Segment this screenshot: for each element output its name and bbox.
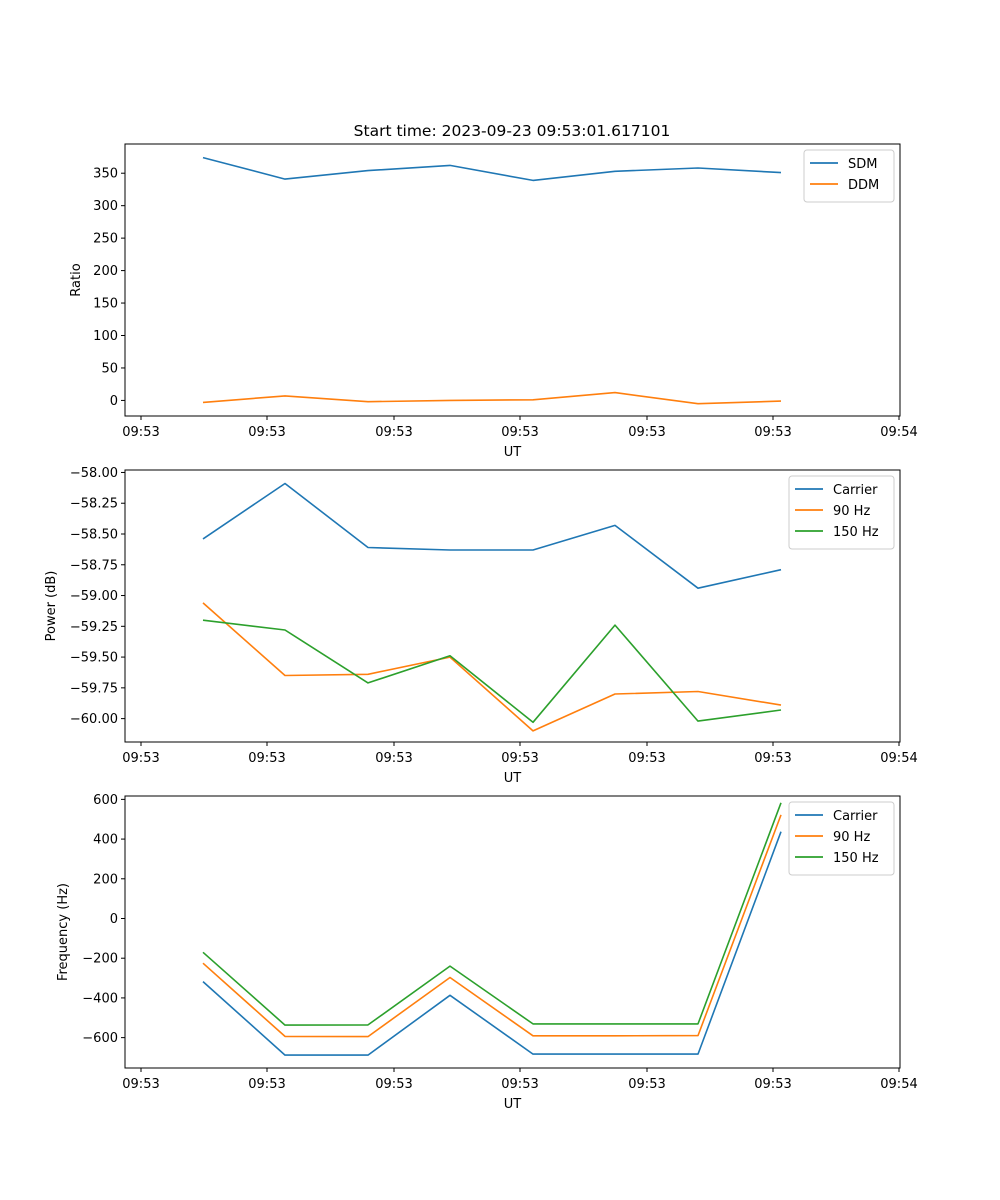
y-tick-label: 400 [93, 833, 118, 848]
y-tick-label: −58.00 [70, 466, 118, 481]
y-tick-label: 350 [93, 167, 118, 182]
x-tick-label: 09:53 [122, 425, 159, 440]
plot-frame [124, 469, 901, 743]
figure-title: Start time: 2023-09-23 09:53:01.617101 [354, 122, 671, 140]
y-tick-label: 50 [101, 361, 118, 376]
x-tick-label: 09:53 [122, 1077, 159, 1092]
y-tick-label: −400 [82, 991, 118, 1006]
x-axis-label: UT [504, 771, 522, 786]
chart-panels: 09:53 09:53 09:53 09:53 09:53 09:53 09:54 0 50 10… [44, 143, 918, 1112]
y-tick-label: 150 [93, 297, 118, 312]
x-tick-label: 09:53 [501, 1077, 538, 1092]
legend-entry: Carrier [833, 483, 878, 498]
series-line-90-hz [202, 602, 782, 732]
y-tick-label: −59.75 [70, 681, 118, 696]
legend-entry: 150 Hz [833, 525, 879, 540]
y-tick-label: −58.50 [70, 528, 118, 543]
x-tick-label: 09:53 [628, 751, 665, 766]
y-axis-label: Power (dB) [44, 571, 59, 642]
y-tick-label: 0 [110, 912, 118, 927]
y-tick-label: 600 [93, 793, 118, 808]
y-axis-label: Frequency (Hz) [56, 883, 71, 981]
y-tick-label: 200 [93, 264, 118, 279]
x-tick-label: 09:53 [375, 751, 412, 766]
series-line-150-hz [202, 619, 782, 724]
y-tick-label: −59.25 [70, 620, 118, 635]
x-axis-label: UT [504, 1097, 522, 1112]
legend-entry: 150 Hz [833, 851, 879, 866]
x-axis-label: UT [504, 445, 522, 460]
series-line-carrier [202, 831, 782, 1056]
legend: SDM DDM [803, 149, 895, 203]
x-tick-label: 09:53 [628, 1077, 665, 1092]
y-tick-label: 300 [93, 199, 118, 214]
legend-entry: 90 Hz [833, 504, 870, 519]
x-tick-label: 09:53 [248, 1077, 285, 1092]
y-tick-label: 250 [93, 232, 118, 247]
x-tick-label: 09:53 [754, 751, 791, 766]
legend: Carrier 90 Hz 150 Hz [788, 475, 895, 550]
chart-panel-3: 09:53 09:53 09:53 09:53 09:53 09:53 09:54 −600 −… [56, 793, 918, 1112]
x-tick-label: 09:53 [501, 425, 538, 440]
x-tick-label: 09:53 [122, 751, 159, 766]
x-tick-label: 09:53 [501, 751, 538, 766]
y-tick-label: 100 [93, 329, 118, 344]
x-tick-label: 09:54 [880, 1077, 917, 1092]
x-tick-label: 09:53 [248, 751, 285, 766]
x-tick-label: 09:53 [375, 425, 412, 440]
y-tick-label: 200 [93, 872, 118, 887]
series-line-150-hz [202, 802, 782, 1026]
series-line-ddm [202, 391, 782, 405]
legend-entry: Carrier [833, 809, 878, 824]
plot-frame [124, 143, 901, 417]
x-tick-label: 09:53 [754, 425, 791, 440]
legend-entry: SDM [848, 157, 877, 172]
y-tick-label: −600 [82, 1031, 118, 1046]
y-tick-label: −58.25 [70, 497, 118, 512]
y-axis-label: Ratio [69, 263, 84, 296]
legend-entry: DDM [848, 178, 879, 193]
legend-entry: 90 Hz [833, 830, 870, 845]
chart-panel-1: 09:53 09:53 09:53 09:53 09:53 09:53 09:54 0 50 10… [69, 143, 918, 460]
x-tick-label: 09:53 [754, 1077, 791, 1092]
y-tick-label: −59.50 [70, 651, 118, 666]
y-tick-label: −58.75 [70, 558, 118, 573]
plot-frame [124, 795, 901, 1069]
series-line-sdm [202, 156, 782, 182]
legend: Carrier 90 Hz 150 Hz [788, 801, 895, 876]
x-tick-label: 09:53 [248, 425, 285, 440]
x-tick-label: 09:54 [880, 751, 917, 766]
y-tick-label: 0 [110, 394, 118, 409]
series-line-90-hz [202, 814, 782, 1038]
y-tick-label: −200 [82, 952, 118, 967]
x-tick-label: 09:54 [880, 425, 917, 440]
x-tick-label: 09:53 [375, 1077, 412, 1092]
y-tick-label: −60.00 [70, 712, 118, 727]
chart-panel-2: 09:53 09:53 09:53 09:53 09:53 09:53 09:54 −60.0… [44, 466, 918, 786]
x-tick-label: 09:53 [628, 425, 665, 440]
y-tick-label: −59.00 [70, 589, 118, 604]
series-line-carrier [202, 482, 782, 590]
